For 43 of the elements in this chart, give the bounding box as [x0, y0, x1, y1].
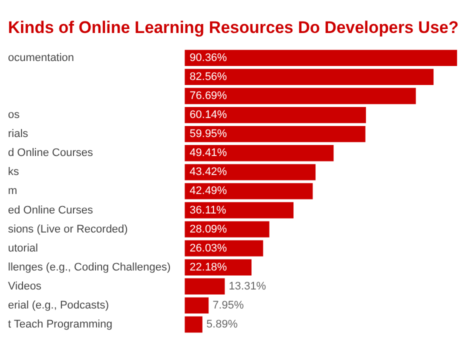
data-label: 60.14% [190, 109, 228, 122]
bar [184, 221, 270, 238]
data-label: 43.42% [190, 166, 228, 178]
bar [184, 240, 264, 256]
bar [184, 278, 225, 294]
y-tick-label: Videos [8, 280, 42, 292]
y-tick-label: utorial [8, 242, 38, 254]
chart-title: Kinds of Online Learning Resources Do Developers Use? [8, 18, 459, 37]
data-label: 59.95% [190, 128, 228, 140]
bar [184, 50, 458, 66]
data-label: 7.95% [212, 299, 244, 312]
y-tick-label: erial (e.g., Podcasts) [8, 299, 109, 312]
data-label: 49.41% [190, 147, 228, 160]
y-tick-label: t Teach Programming [8, 318, 112, 331]
bar [184, 164, 316, 180]
y-tick-label: llenges (e.g., Coding Challenges) [8, 261, 171, 274]
bar [184, 316, 202, 333]
data-label: 76.69% [190, 90, 228, 102]
bar [184, 145, 334, 162]
data-label: 13.31% [228, 280, 266, 292]
data-label: 36.11% [190, 204, 226, 216]
y-tick-label: ed Online Curses [8, 204, 94, 216]
y-tick-label: d Online Courses [8, 147, 94, 160]
bar [184, 126, 366, 142]
bar [184, 88, 416, 104]
bar [184, 106, 366, 124]
data-label: 28.09% [190, 223, 228, 236]
data-label: 5.89% [206, 318, 238, 331]
y-tick-label: sions (Live or Recorded) [8, 223, 128, 236]
data-label: 42.49% [190, 185, 228, 198]
data-label: 22.18% [190, 261, 228, 274]
y-tick-label: ocumentation [8, 52, 74, 64]
data-label: 90.36% [190, 52, 228, 64]
data-label: 82.56% [190, 70, 228, 83]
bar [184, 297, 209, 314]
bar [184, 68, 434, 86]
y-tick-label: ks [8, 166, 20, 178]
bar [184, 202, 294, 218]
data-label: 26.03% [190, 242, 228, 254]
y-tick-label: os [8, 109, 20, 122]
bar [184, 183, 313, 200]
y-tick-label: rials [8, 128, 29, 140]
y-tick-label: m [8, 185, 18, 198]
